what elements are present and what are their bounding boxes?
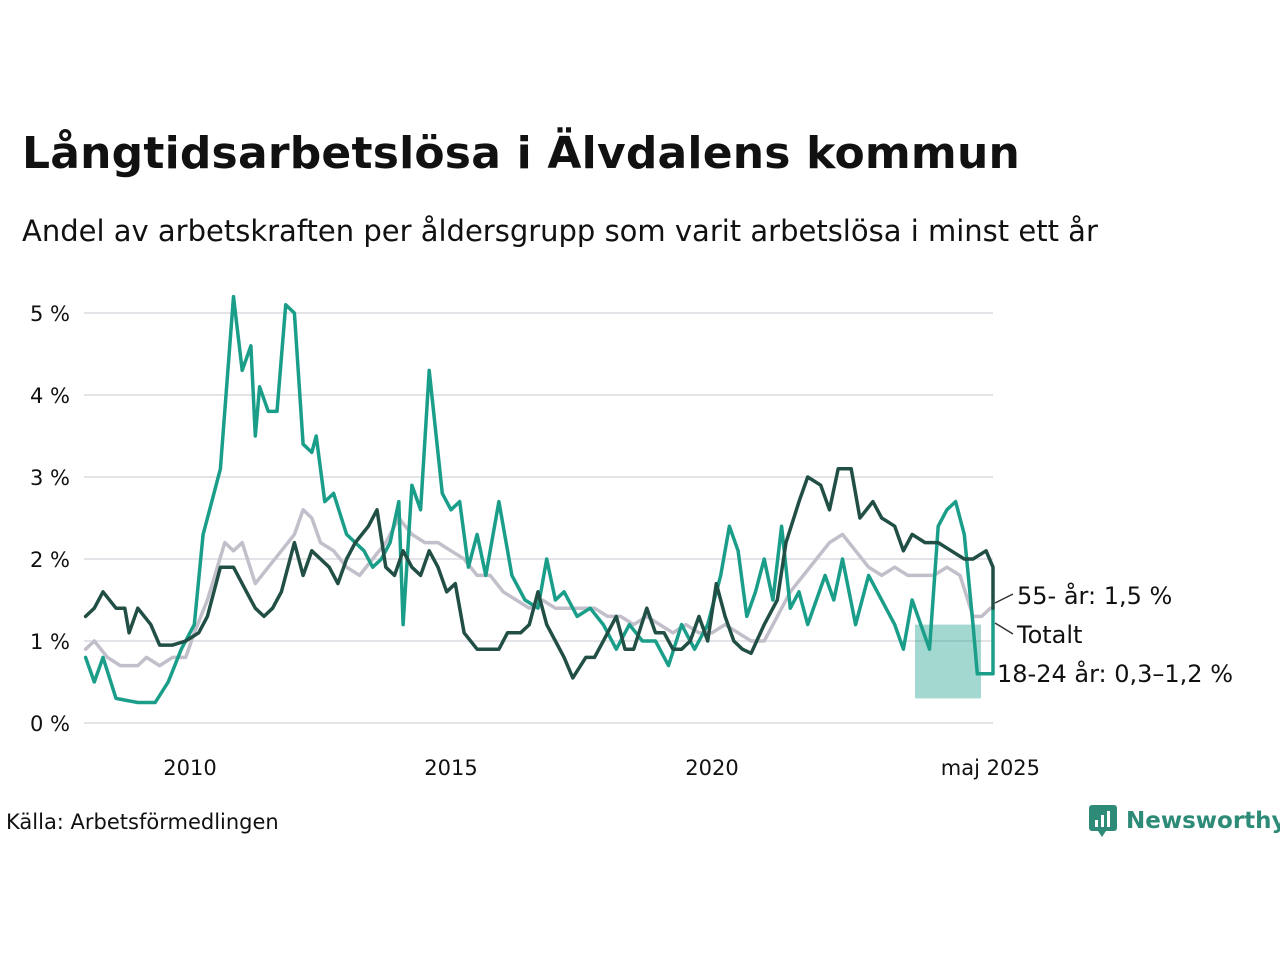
- series-end-label: Totalt: [1016, 621, 1082, 649]
- source-note: Källa: Arbetsförmedlingen: [6, 810, 279, 834]
- y-axis-ticks: 0 % 1 % 2 % 3 % 4 % 5 %: [30, 302, 70, 736]
- newsworthy-logo-icon: [1089, 805, 1117, 837]
- y-tick-label: 2 %: [30, 548, 70, 572]
- brand-logo: Newsworthy: [1088, 804, 1280, 838]
- y-tick-label: 4 %: [30, 384, 70, 408]
- series-end-label: 55- år: 1,5 %: [1017, 581, 1172, 610]
- x-tick-label: maj 2025: [941, 756, 1040, 780]
- x-tick-label: 2020: [685, 756, 738, 780]
- brand-name: Newsworthy: [1126, 808, 1280, 834]
- chart-title: Långtidsarbetslösa i Älvdalens kommun: [22, 128, 1021, 179]
- series-line: [83, 508, 993, 668]
- label-leader-line: [994, 622, 1014, 635]
- y-tick-label: 0 %: [30, 712, 70, 736]
- series-lines: [83, 294, 995, 705]
- y-tick-label: 5 %: [30, 302, 70, 326]
- x-tick-label: 2010: [163, 756, 216, 780]
- y-tick-label: 3 %: [30, 466, 70, 490]
- series-line: [83, 294, 995, 705]
- x-axis-ticks: 2010 2015 2020 maj 2025: [163, 756, 1040, 780]
- chart-subtitle: Andel av arbetskraften per åldersgrupp s…: [22, 214, 1098, 248]
- end-labels: Totalt 18-24 år: 0,3–1,2 % 55- år: 1,5 %: [994, 581, 1233, 688]
- series-end-label: 18-24 år: 0,3–1,2 %: [997, 659, 1233, 688]
- series-line: [83, 467, 995, 680]
- gridlines: [84, 312, 993, 724]
- x-tick-label: 2015: [424, 756, 477, 780]
- y-tick-label: 1 %: [30, 630, 70, 654]
- label-leader-line: [994, 593, 1014, 604]
